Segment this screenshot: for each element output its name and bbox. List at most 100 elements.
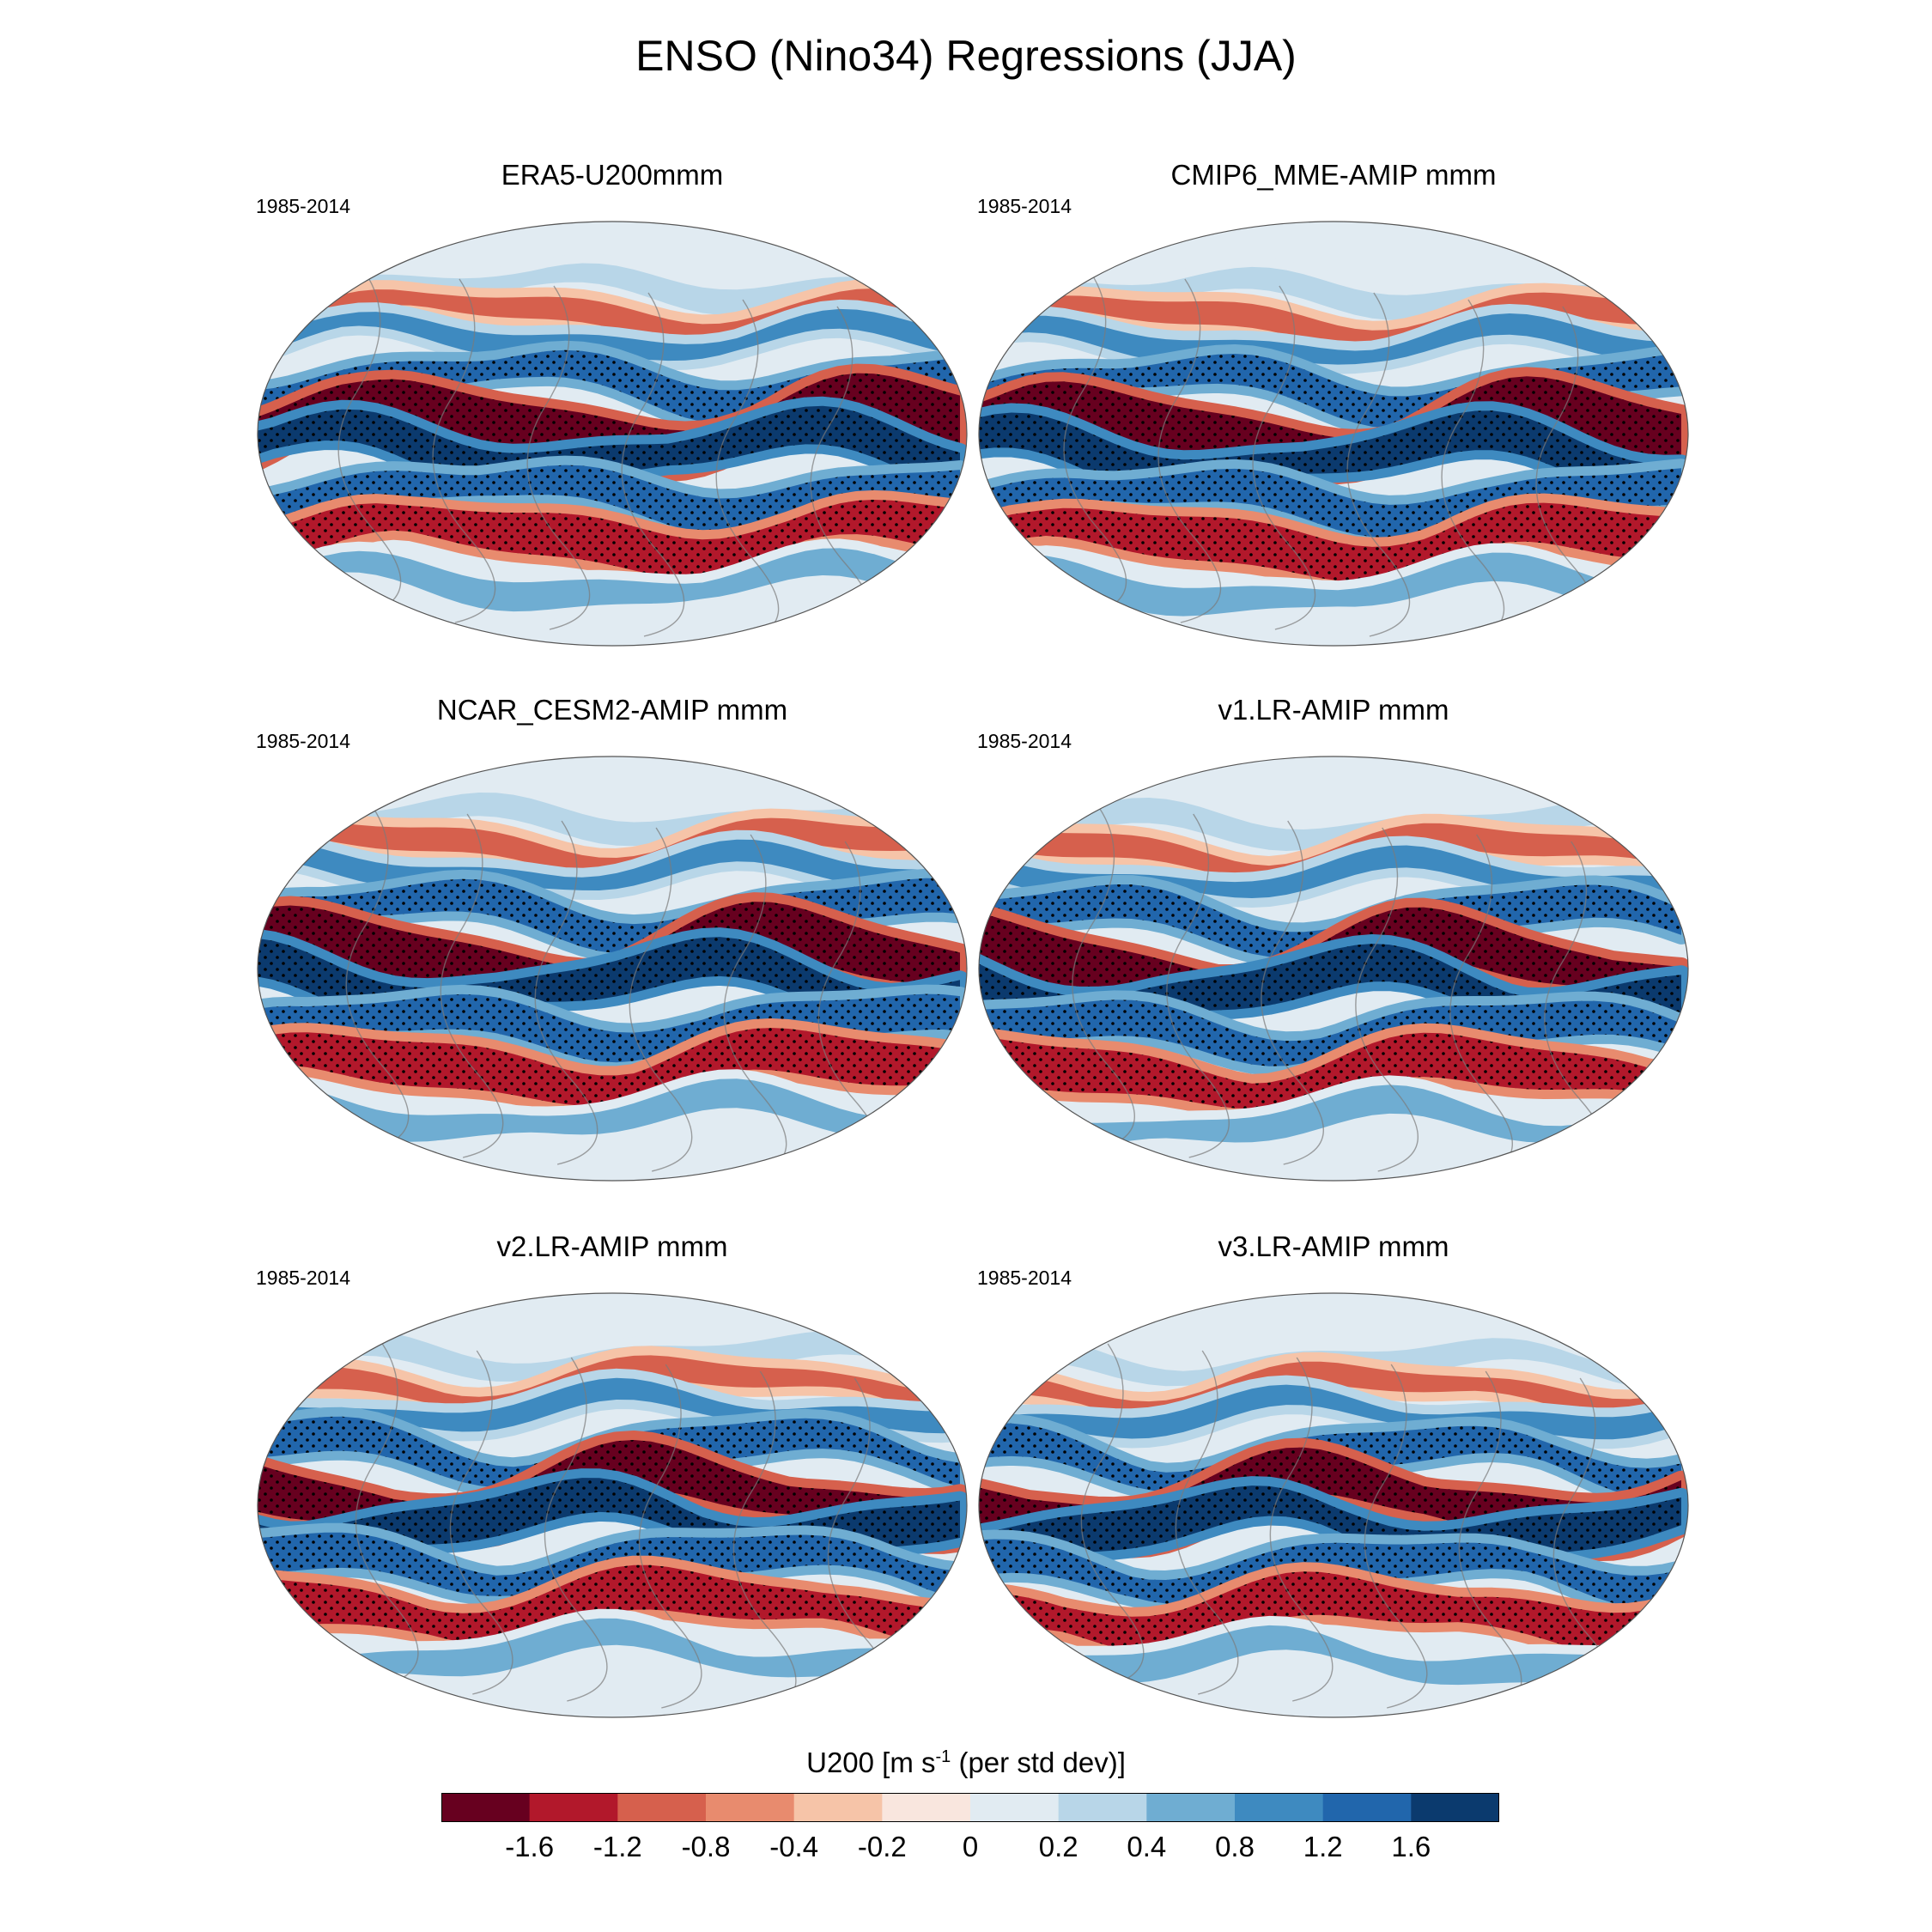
significance-stipple — [979, 376, 1681, 476]
anomaly-band — [979, 823, 1681, 879]
anomaly-band — [258, 791, 960, 847]
coastline — [1441, 299, 1505, 644]
colorbar-label-main: U200 [m s — [806, 1747, 936, 1778]
panel-title: v2.LR-AMIP mmm — [496, 1230, 728, 1262]
colorbar-label-sup: -1 — [935, 1747, 951, 1766]
regression-map — [978, 221, 1689, 647]
coastline — [1157, 278, 1222, 623]
regression-map — [257, 756, 968, 1182]
anomaly-band — [258, 1078, 960, 1142]
colorbar-swatch — [970, 1793, 1060, 1822]
colorbar-border — [441, 1793, 1499, 1822]
colorbar-swatch — [441, 1793, 531, 1822]
map-outline — [978, 221, 1689, 647]
coastline — [449, 1350, 513, 1695]
colorbar-tick-label: -0.8 — [681, 1831, 731, 1862]
map-outline — [978, 756, 1689, 1182]
coastline — [1063, 271, 1127, 617]
coastline — [1364, 1364, 1428, 1709]
panel-title: CMIP6_MME-AMIP mmm — [1170, 159, 1497, 191]
coastline — [1269, 1357, 1334, 1702]
significance-stipple — [979, 999, 1681, 1066]
coastline — [440, 813, 504, 1158]
anomaly-band — [979, 1625, 1681, 1686]
colorbar-swatch — [1058, 1793, 1147, 1822]
significance-stipple — [258, 993, 960, 1063]
coastline — [526, 285, 591, 630]
coastline — [544, 1357, 608, 1702]
coastline — [337, 271, 402, 617]
coastline — [1449, 834, 1513, 1179]
colorbar-tick-label: -1.2 — [592, 1831, 642, 1862]
map-outline — [257, 1292, 968, 1718]
panel-title: NCAR_CESM2-AMIP mmm — [436, 694, 788, 726]
panel-era5: ERA5-U200mmm 1985-2014 — [256, 159, 969, 647]
panel-v3-lr: v3.LR-AMIP mmm 1985-2014 — [977, 1230, 1690, 1718]
coastline — [629, 827, 693, 1172]
coastline — [1252, 285, 1316, 630]
coastline — [432, 278, 496, 623]
colorbar-swatch — [793, 1793, 883, 1822]
regression-map — [978, 1292, 1689, 1718]
coastline — [1072, 806, 1135, 1151]
panel-period: 1985-2014 — [977, 1267, 1072, 1289]
map-outline — [257, 221, 968, 647]
colorbar-tick-label: 1.2 — [1303, 1831, 1343, 1862]
colorbar-tick-label: -0.4 — [769, 1831, 819, 1862]
coastline — [732, 1370, 797, 1716]
significance-stipple — [258, 1564, 960, 1649]
colorbar-tick-label: 0.8 — [1215, 1831, 1255, 1862]
coastline — [1355, 827, 1419, 1172]
colorbar — [441, 1793, 1499, 1822]
map-outline — [257, 756, 968, 1182]
significance-stipple — [258, 902, 960, 999]
panel-title: ERA5-U200mmm — [501, 159, 724, 191]
regression-map — [978, 756, 1689, 1182]
anomaly-band — [258, 548, 960, 612]
anomaly-band — [979, 798, 1681, 851]
colorbar-swatch — [529, 1793, 618, 1822]
anomaly-band — [979, 1084, 1681, 1146]
coastline — [355, 1343, 419, 1688]
coastline — [715, 299, 780, 644]
coastline — [1346, 292, 1411, 637]
panel-period: 1985-2014 — [256, 730, 350, 752]
colorbar-swatch — [1411, 1793, 1499, 1822]
anomaly-band — [979, 266, 1681, 320]
colorbar-swatch — [1235, 1793, 1324, 1822]
anomaly-band — [258, 289, 960, 346]
significance-stipple — [979, 884, 1681, 957]
significance-stipple — [258, 373, 960, 473]
anomaly-band — [258, 817, 960, 876]
coastline — [1175, 1350, 1239, 1695]
panel-cmip6-mme: CMIP6_MME-AMIP mmm 1985-2014 — [977, 159, 1690, 647]
significance-stipple — [258, 1028, 960, 1106]
colorbar-tick-label: 0.4 — [1127, 1831, 1167, 1862]
significance-stipple — [979, 1571, 1681, 1657]
regression-map — [257, 1292, 968, 1718]
colorbar-tick-label: 0.2 — [1038, 1831, 1078, 1862]
coastline — [1080, 1343, 1145, 1688]
panel-v2-lr: v2.LR-AMIP mmm 1985-2014 — [256, 1230, 969, 1718]
panel-period: 1985-2014 — [977, 730, 1072, 752]
coastline — [723, 834, 787, 1179]
significance-stipple — [979, 468, 1681, 538]
panel-ncar-cesm2: NCAR_CESM2-AMIP mmm 1985-2014 — [256, 694, 969, 1182]
coastline — [638, 1364, 702, 1709]
colorbar-label-tail: (per std dev)] — [951, 1747, 1126, 1778]
anomaly-band — [979, 313, 1681, 365]
significance-stipple — [979, 1032, 1681, 1109]
coastline — [1458, 1370, 1522, 1716]
anomaly-band — [258, 308, 960, 361]
colorbar-swatch — [1322, 1793, 1412, 1822]
panel-period: 1985-2014 — [977, 195, 1072, 217]
colorbar-swatch — [882, 1793, 971, 1822]
coastline — [345, 806, 410, 1151]
colorbar-swatch — [1146, 1793, 1236, 1822]
coastline — [621, 292, 685, 637]
colorbar-label: U200 [m s-1 (per std dev)] — [0, 1747, 1932, 1779]
regression-map — [257, 221, 968, 647]
coastline — [1166, 813, 1230, 1158]
colorbar-swatch — [617, 1793, 707, 1822]
significance-stipple — [979, 353, 1681, 428]
